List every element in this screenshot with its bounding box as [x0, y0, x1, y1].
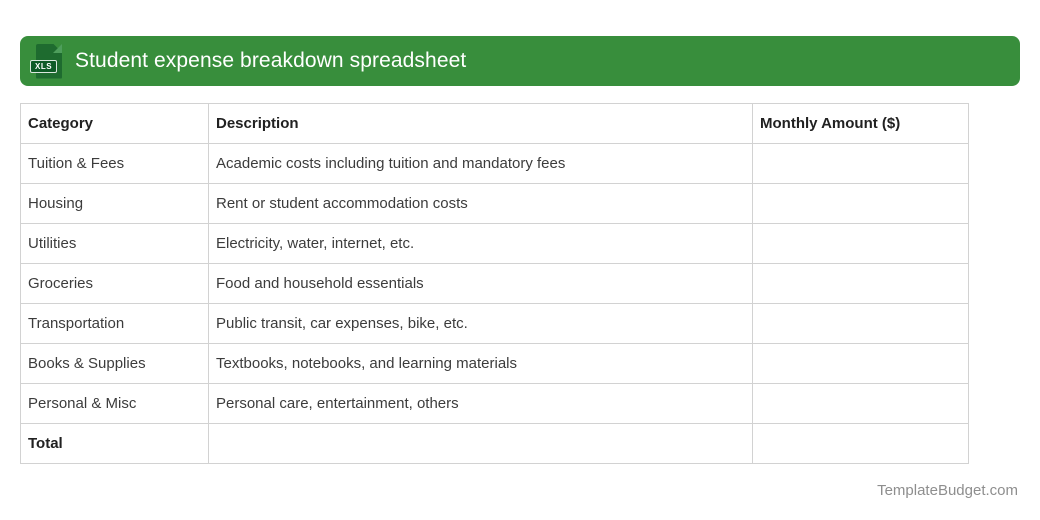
table-row: Total	[20, 423, 969, 464]
table-row: Housing Rent or student accommodation cos…	[20, 183, 969, 224]
amount-cell	[752, 303, 969, 344]
category-cell: Tuition & Fees	[20, 143, 209, 184]
description-cell: Rent or student accommodation costs	[208, 183, 753, 224]
table-header-row: Category Description Monthly Amount ($)	[20, 103, 969, 144]
total-label-cell: Total	[20, 423, 209, 464]
amount-cell	[752, 183, 969, 224]
title-banner: XLS Student expense breakdown spreadshee…	[20, 36, 1020, 86]
xls-file-icon: XLS	[30, 43, 62, 79]
description-cell: Textbooks, notebooks, and learning mater…	[208, 343, 753, 384]
table-row: Tuition & Fees Academic costs including t…	[20, 143, 969, 184]
description-cell: Public transit, car expenses, bike, etc.	[208, 303, 753, 344]
description-cell: Food and household essentials	[208, 263, 753, 304]
table-row: Personal & Misc Personal care, entertainm…	[20, 383, 969, 424]
site-watermark: TemplateBudget.com	[877, 482, 1018, 499]
amount-cell	[752, 223, 969, 264]
description-cell: Academic costs including tuition and man…	[208, 143, 753, 184]
table-row: Transportation Public transit, car expens…	[20, 303, 969, 344]
category-cell: Personal & Misc	[20, 383, 209, 424]
description-cell: Personal care, entertainment, others	[208, 383, 753, 424]
total-description-cell	[208, 423, 753, 464]
folded-corner	[53, 43, 62, 53]
category-cell: Transportation	[20, 303, 209, 344]
expense-table: Category Description Monthly Amount ($) …	[20, 103, 969, 464]
amount-cell	[752, 143, 969, 184]
category-cell: Books & Supplies	[20, 343, 209, 384]
table-row: Utilities Electricity, water, internet, e…	[20, 223, 969, 264]
total-amount-cell	[752, 423, 969, 464]
category-cell: Utilities	[20, 223, 209, 264]
description-cell: Electricity, water, internet, etc.	[208, 223, 753, 264]
table-row: Groceries Food and household essentials	[20, 263, 969, 304]
column-header-category: Category	[20, 103, 209, 144]
column-header-description: Description	[208, 103, 753, 144]
category-cell: Groceries	[20, 263, 209, 304]
amount-cell	[752, 383, 969, 424]
amount-cell	[752, 343, 969, 384]
table-row: Books & Supplies Textbooks, notebooks, an…	[20, 343, 969, 384]
xls-label: XLS	[30, 59, 58, 73]
column-header-monthly-amount: Monthly Amount ($)	[752, 103, 969, 144]
category-cell: Housing	[20, 183, 209, 224]
page-title: Student expense breakdown spreadsheet	[75, 49, 467, 72]
amount-cell	[752, 263, 969, 304]
